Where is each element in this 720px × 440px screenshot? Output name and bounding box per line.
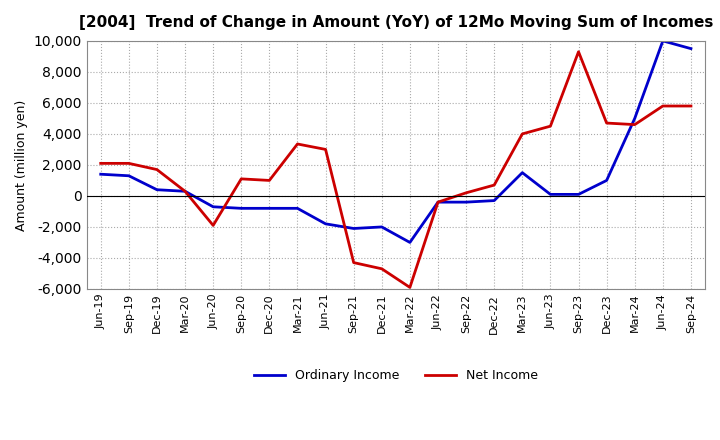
Ordinary Income [546, 192, 554, 197]
Ordinary Income [518, 170, 526, 175]
Ordinary Income [377, 224, 386, 230]
Net Income [546, 124, 554, 129]
Net Income [237, 176, 246, 182]
Ordinary Income [265, 205, 274, 211]
Net Income [687, 103, 696, 109]
Net Income [153, 167, 161, 172]
Line: Net Income: Net Income [101, 52, 691, 287]
Net Income [377, 266, 386, 271]
Ordinary Income [659, 38, 667, 44]
Y-axis label: Amount (million yen): Amount (million yen) [15, 99, 28, 231]
Net Income [575, 49, 583, 55]
Line: Ordinary Income: Ordinary Income [101, 41, 691, 242]
Ordinary Income [631, 116, 639, 121]
Ordinary Income [490, 198, 498, 203]
Ordinary Income [181, 189, 189, 194]
Ordinary Income [153, 187, 161, 192]
Net Income [349, 260, 358, 265]
Legend: Ordinary Income, Net Income: Ordinary Income, Net Income [249, 364, 543, 387]
Net Income [209, 223, 217, 228]
Ordinary Income [209, 204, 217, 209]
Ordinary Income [433, 199, 442, 205]
Ordinary Income [405, 240, 414, 245]
Net Income [659, 103, 667, 109]
Ordinary Income [462, 199, 470, 205]
Net Income [181, 189, 189, 194]
Ordinary Income [321, 221, 330, 227]
Ordinary Income [96, 172, 105, 177]
Ordinary Income [575, 192, 583, 197]
Ordinary Income [237, 205, 246, 211]
Ordinary Income [125, 173, 133, 178]
Net Income [462, 190, 470, 195]
Ordinary Income [293, 205, 302, 211]
Net Income [321, 147, 330, 152]
Net Income [96, 161, 105, 166]
Net Income [603, 121, 611, 126]
Ordinary Income [349, 226, 358, 231]
Net Income [405, 285, 414, 290]
Net Income [631, 122, 639, 127]
Net Income [518, 131, 526, 136]
Net Income [125, 161, 133, 166]
Net Income [490, 183, 498, 188]
Net Income [293, 141, 302, 147]
Net Income [433, 199, 442, 205]
Title: [2004]  Trend of Change in Amount (YoY) of 12Mo Moving Sum of Incomes: [2004] Trend of Change in Amount (YoY) o… [78, 15, 713, 30]
Ordinary Income [603, 178, 611, 183]
Net Income [265, 178, 274, 183]
Ordinary Income [687, 46, 696, 51]
